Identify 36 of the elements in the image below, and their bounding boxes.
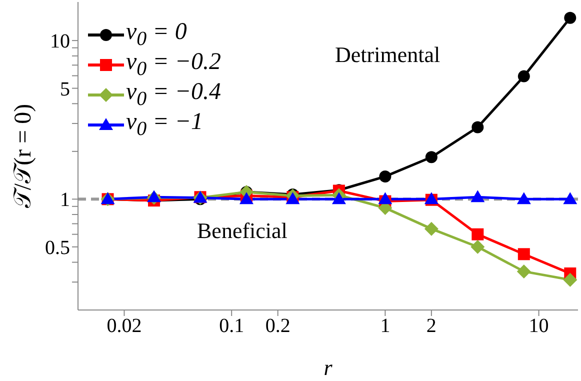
- y-tick-label: 10: [50, 30, 70, 53]
- x-tick-label: 1: [380, 315, 390, 338]
- point: [425, 151, 438, 164]
- x-axis-title: r: [324, 355, 333, 380]
- legend-label: v$_{0}$ = −0.4: [126, 79, 222, 111]
- point: [147, 190, 162, 202]
- point: [472, 228, 484, 240]
- point: [472, 121, 484, 134]
- x-tick-label: 0.2: [265, 315, 290, 338]
- annotation: Beneficial: [197, 218, 288, 244]
- point: [332, 192, 346, 204]
- point: [424, 222, 438, 236]
- point: [516, 264, 531, 278]
- point: [470, 240, 485, 254]
- point: [518, 248, 530, 260]
- point: [518, 70, 530, 82]
- point: [563, 272, 578, 287]
- legend-label: v$_{0}$ = −1: [126, 109, 204, 141]
- x-tick-label: 0.02: [106, 315, 142, 338]
- point: [564, 12, 576, 24]
- legend-label: v$_{0}$ = 0: [126, 19, 187, 51]
- point: [470, 190, 485, 202]
- y-tick-label: 5: [60, 78, 70, 100]
- point: [239, 192, 254, 204]
- annotation: Detrimental: [335, 42, 440, 68]
- x-tick-label: 2: [426, 315, 436, 338]
- x-tick-label: 10: [528, 315, 549, 338]
- point: [516, 192, 531, 204]
- point: [563, 192, 578, 204]
- point: [379, 170, 392, 182]
- y-axis-title: 𝒯/𝒯(r = 0): [10, 104, 37, 208]
- y-tick-label: 0.5: [45, 236, 70, 259]
- legend-label: v$_{0}$ = −0.2: [126, 49, 222, 81]
- y-tick-label: 1: [60, 189, 70, 212]
- x-tick-label: 0.1: [219, 315, 244, 338]
- point: [378, 192, 392, 204]
